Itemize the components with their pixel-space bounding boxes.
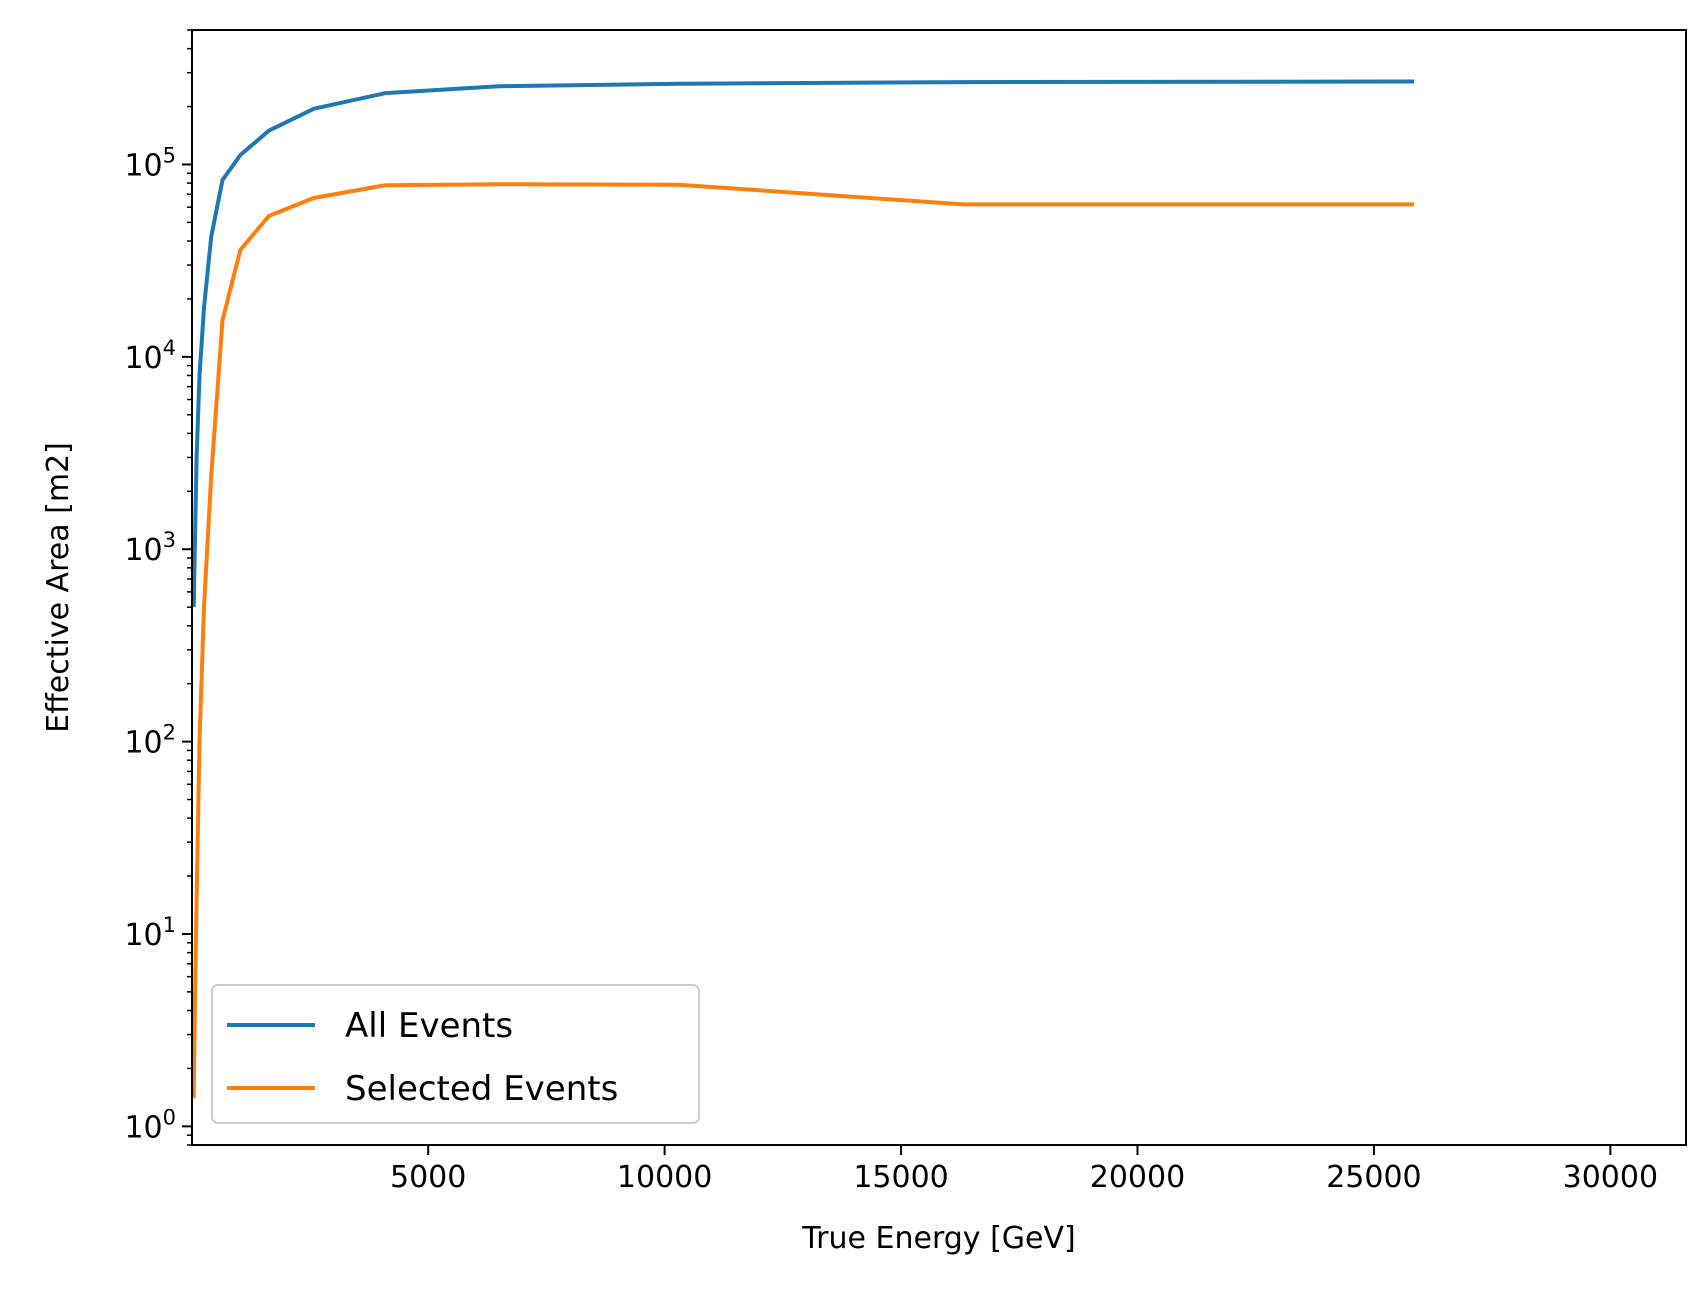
x-tick-label: 30000 [1563,1160,1658,1195]
x-tick-label: 20000 [1090,1160,1185,1195]
x-tick-label: 5000 [390,1160,466,1195]
x-axis-label: True Energy [GeV] [801,1221,1075,1256]
legend-label-0: All Events [345,1006,513,1046]
legend-label-1: Selected Events [345,1069,618,1109]
x-tick-label: 10000 [617,1160,712,1195]
y-axis-label: Effective Area [m2] [41,442,76,733]
x-tick-label: 25000 [1326,1160,1421,1195]
x-tick-label: 15000 [853,1160,948,1195]
x-axis-ticks: 5000 10000 15000 20000 25000 30000 [390,1145,1658,1195]
y-tick-label: 102 [124,721,176,761]
series-line-1 [191,182,1415,1099]
y-tick-label: 104 [124,336,176,376]
y-tick-label: 103 [124,528,176,568]
y-tick-label: 100 [124,1105,176,1145]
plot-frame [191,29,1687,1146]
y-tick-label: 101 [124,913,176,953]
legend: All Events Selected Events [211,984,700,1124]
series-layer [191,79,1415,1099]
y-tick-label: 105 [124,143,176,183]
series-line-0 [191,79,1415,608]
y-axis-ticks: 100 101 102 103 104 105 [124,29,192,1146]
legend-box [211,984,700,1124]
